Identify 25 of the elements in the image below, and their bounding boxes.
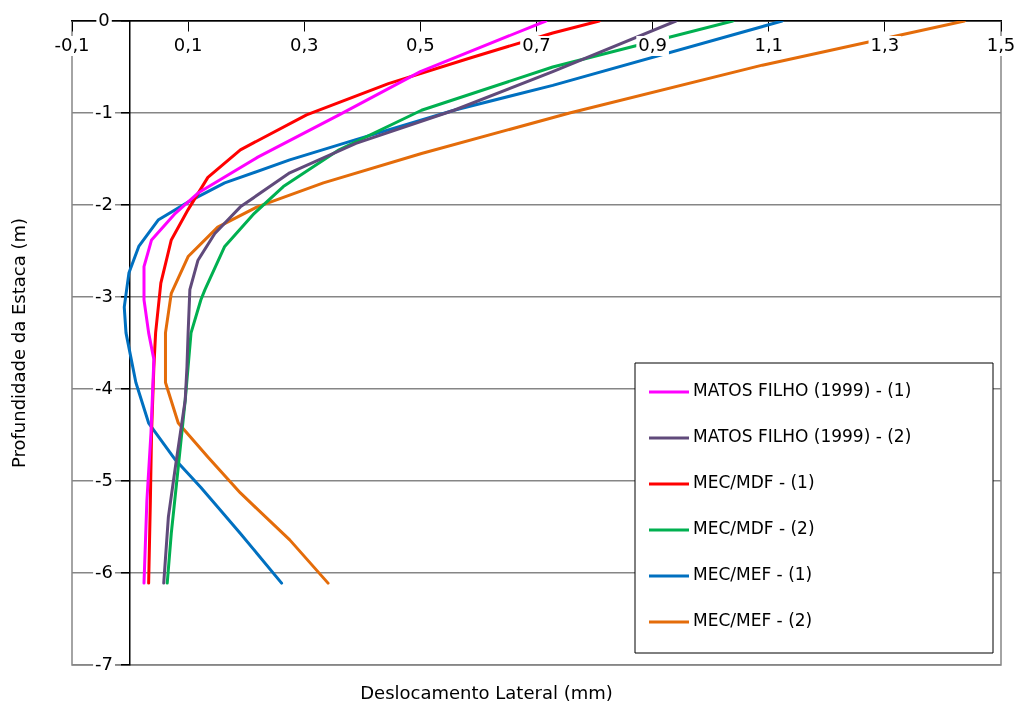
x-tick-label: 1,1 (754, 33, 784, 55)
y-tick-label: -1 (95, 100, 114, 122)
y-tick-label: -6 (95, 560, 114, 582)
legend-label: MEC/MDF - (1) (693, 472, 815, 493)
x-tick-label: 0,9 (638, 33, 667, 55)
y-tick-label: -2 (95, 192, 114, 214)
x-tick-label: -0,1 (54, 33, 90, 55)
x-tick-label: 0,1 (173, 33, 203, 55)
y-tick-label: 0 (98, 8, 110, 30)
y-tick-label: -3 (95, 284, 114, 306)
x-tick-label: 1,3 (870, 33, 900, 55)
legend-label: MEC/MEF - (1) (693, 564, 813, 585)
y-tick-label: -5 (95, 468, 114, 490)
legend-label: MATOS FILHO (1999) - (2) (693, 426, 912, 447)
y-tick-label: -7 (95, 652, 114, 674)
legend-label: MEC/MEF - (2) (693, 610, 813, 631)
y-axis-title: Profundidade da Estaca (m) (7, 217, 29, 469)
legend-label: MEC/MDF - (2) (693, 518, 815, 539)
x-tick-label: 0,3 (289, 33, 319, 55)
x-tick-label: 1,5 (986, 33, 1016, 55)
x-tick-label: 0,7 (522, 33, 551, 55)
x-axis-title: Deslocamento Lateral (mm) (360, 681, 613, 703)
legend-label: MATOS FILHO (1999) - (1) (693, 380, 912, 401)
y-tick-label: -4 (95, 376, 114, 398)
x-tick-label: 0,5 (406, 33, 435, 55)
